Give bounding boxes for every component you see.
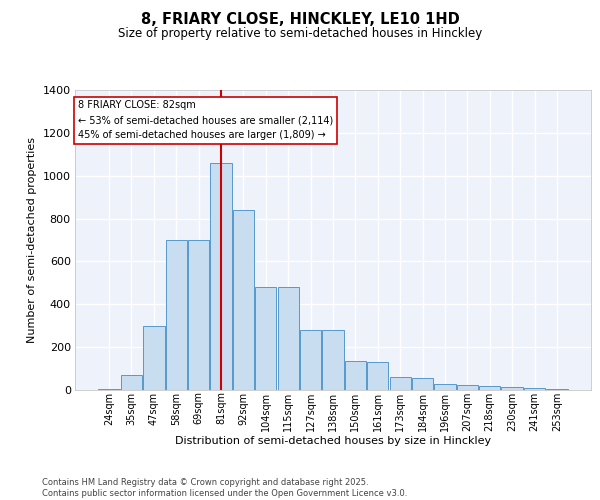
Bar <box>188 240 209 390</box>
Bar <box>457 384 478 390</box>
Bar <box>502 387 523 390</box>
Bar <box>546 389 568 390</box>
Bar <box>278 287 299 390</box>
Y-axis label: Number of semi-detached properties: Number of semi-detached properties <box>27 137 37 343</box>
Bar <box>121 375 142 390</box>
Bar <box>524 388 545 390</box>
Bar <box>479 386 500 390</box>
Bar <box>166 240 187 390</box>
X-axis label: Distribution of semi-detached houses by size in Hinckley: Distribution of semi-detached houses by … <box>175 436 491 446</box>
Bar <box>211 163 232 390</box>
Bar <box>143 326 164 390</box>
Bar <box>300 330 321 390</box>
Bar <box>255 287 277 390</box>
Text: 8 FRIARY CLOSE: 82sqm
← 53% of semi-detached houses are smaller (2,114)
45% of s: 8 FRIARY CLOSE: 82sqm ← 53% of semi-deta… <box>77 100 333 140</box>
Bar <box>322 330 344 390</box>
Text: Contains HM Land Registry data © Crown copyright and database right 2025.
Contai: Contains HM Land Registry data © Crown c… <box>42 478 407 498</box>
Bar <box>434 384 455 390</box>
Bar <box>233 210 254 390</box>
Bar <box>389 377 411 390</box>
Bar <box>345 361 366 390</box>
Bar <box>98 389 120 390</box>
Bar <box>367 362 388 390</box>
Text: Size of property relative to semi-detached houses in Hinckley: Size of property relative to semi-detach… <box>118 28 482 40</box>
Bar <box>412 378 433 390</box>
Text: 8, FRIARY CLOSE, HINCKLEY, LE10 1HD: 8, FRIARY CLOSE, HINCKLEY, LE10 1HD <box>140 12 460 28</box>
